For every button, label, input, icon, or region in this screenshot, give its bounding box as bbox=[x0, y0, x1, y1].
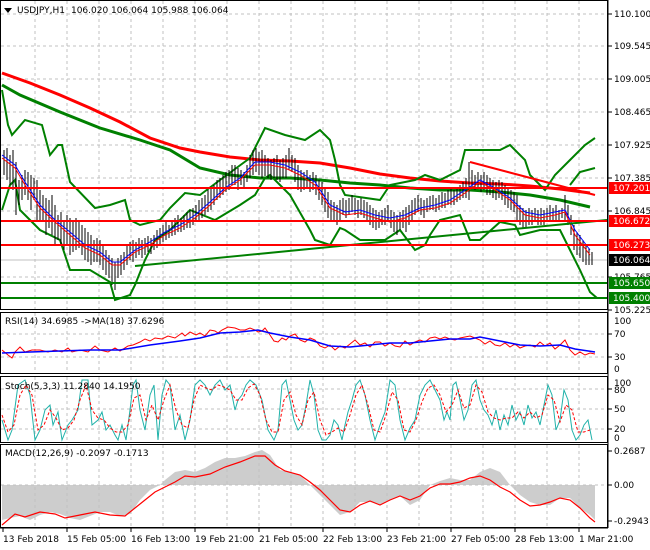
time-label: 28 Feb 13:00 bbox=[515, 535, 574, 545]
macd-tick: 0.00 bbox=[614, 481, 634, 491]
rsi-tick: 0 bbox=[614, 365, 620, 375]
macd-panel[interactable]: MACD(12,26,9) -0.2097 -0.1713 0.2687 0.0… bbox=[0, 444, 649, 528]
price-tick: 106.845 bbox=[614, 207, 650, 217]
time-label: 1 Mar 21:00 bbox=[579, 535, 634, 545]
level-tag-text: 107.201 bbox=[613, 184, 650, 194]
macd-signal-line bbox=[1, 455, 596, 526]
rsi-tick: 30 bbox=[614, 353, 626, 363]
stoch-tick: 80 bbox=[614, 386, 626, 396]
time-label: 13 Feb 2018 bbox=[3, 535, 59, 545]
price-tick: 107.385 bbox=[614, 174, 650, 184]
fast-ma-blue bbox=[1, 154, 591, 263]
medium-ma-green bbox=[1, 83, 591, 209]
stoch-tick: 100 bbox=[614, 379, 631, 389]
time-label: 27 Feb 05:00 bbox=[451, 535, 510, 545]
rsi-label: RSI(14) 34.6985 ->MA(18) 37.6296 bbox=[5, 317, 165, 327]
stochastic-panel[interactable]: Stoch(5,3,3) 11.2840 14.1950 100 80 50 2… bbox=[0, 376, 632, 445]
stoch-tick: 50 bbox=[614, 405, 626, 415]
current-price-tag bbox=[609, 254, 650, 266]
rsi-panel[interactable]: RSI(14) 34.6985 ->MA(18) 37.6296 100 70 … bbox=[0, 312, 632, 376]
level-tag-105400 bbox=[609, 292, 650, 304]
stoch-tick: 20 bbox=[614, 425, 626, 435]
time-label: 23 Feb 21:00 bbox=[387, 535, 446, 545]
rsi-tick: 70 bbox=[614, 330, 626, 340]
price-tick: 105.225 bbox=[614, 306, 650, 316]
rsi-grid bbox=[1, 313, 607, 373]
price-tick: 108.465 bbox=[614, 108, 650, 118]
price-tick: 109.545 bbox=[614, 42, 650, 52]
macd-tick: 0.2687 bbox=[614, 447, 646, 457]
level-tag-text: 105.400 bbox=[613, 294, 650, 304]
macd-tick: -0.2943 bbox=[614, 517, 649, 527]
level-tag-107201 bbox=[609, 182, 650, 194]
rsi-ma-line bbox=[1, 329, 596, 354]
level-tag-106273 bbox=[609, 239, 650, 251]
level-tag-text: 106.672 bbox=[613, 217, 650, 227]
rsi-tick: 100 bbox=[614, 317, 631, 327]
time-label: 22 Feb 13:00 bbox=[323, 535, 382, 545]
price-tick: 109.005 bbox=[614, 75, 650, 85]
time-label: 21 Feb 05:00 bbox=[259, 535, 318, 545]
time-axis[interactable]: 13 Feb 2018 15 Feb 05:00 16 Feb 13:00 19… bbox=[0, 527, 634, 545]
symbol-label: USDJPY,H1 106.020 106.064 105.988 106.064 bbox=[17, 6, 229, 16]
macd-histogram bbox=[2, 450, 595, 520]
bollinger-upper-right bbox=[569, 167, 596, 186]
time-label: 19 Feb 21:00 bbox=[195, 535, 254, 545]
time-label: 16 Feb 13:00 bbox=[131, 535, 190, 545]
macd-label: MACD(12,26,9) -0.2097 -0.1713 bbox=[5, 449, 149, 459]
level-tag-106672 bbox=[609, 215, 650, 227]
current-price-text: 106.064 bbox=[613, 256, 650, 266]
bollinger-upper bbox=[1, 89, 596, 227]
stoch-tick: 0 bbox=[614, 434, 620, 444]
collapse-triangle-icon[interactable] bbox=[4, 8, 12, 13]
level-tag-105650 bbox=[609, 277, 650, 289]
level-tag-text: 105.650 bbox=[613, 279, 650, 289]
price-tick: 107.925 bbox=[614, 141, 650, 151]
level-tag-text: 106.273 bbox=[613, 241, 650, 251]
time-label: 15 Feb 05:00 bbox=[67, 535, 126, 545]
main-panel-frame bbox=[0, 0, 608, 310]
bollinger-lower bbox=[1, 173, 598, 302]
fast-ma-red bbox=[1, 157, 591, 266]
main-price-panel[interactable]: USDJPY,H1 106.020 106.064 105.988 106.064 bbox=[0, 0, 608, 310]
ascending-trendline bbox=[134, 219, 608, 267]
main-grid bbox=[1, 1, 607, 309]
price-axis[interactable]: 110.100 109.545 109.005 108.465 107.925 … bbox=[607, 0, 650, 528]
price-tick: 110.100 bbox=[614, 10, 650, 20]
stoch-signal-line bbox=[1, 383, 591, 436]
rsi-line bbox=[1, 326, 596, 359]
stoch-label: Stoch(5,3,3) 11.2840 14.1950 bbox=[5, 382, 141, 392]
descending-trendline bbox=[469, 161, 596, 196]
